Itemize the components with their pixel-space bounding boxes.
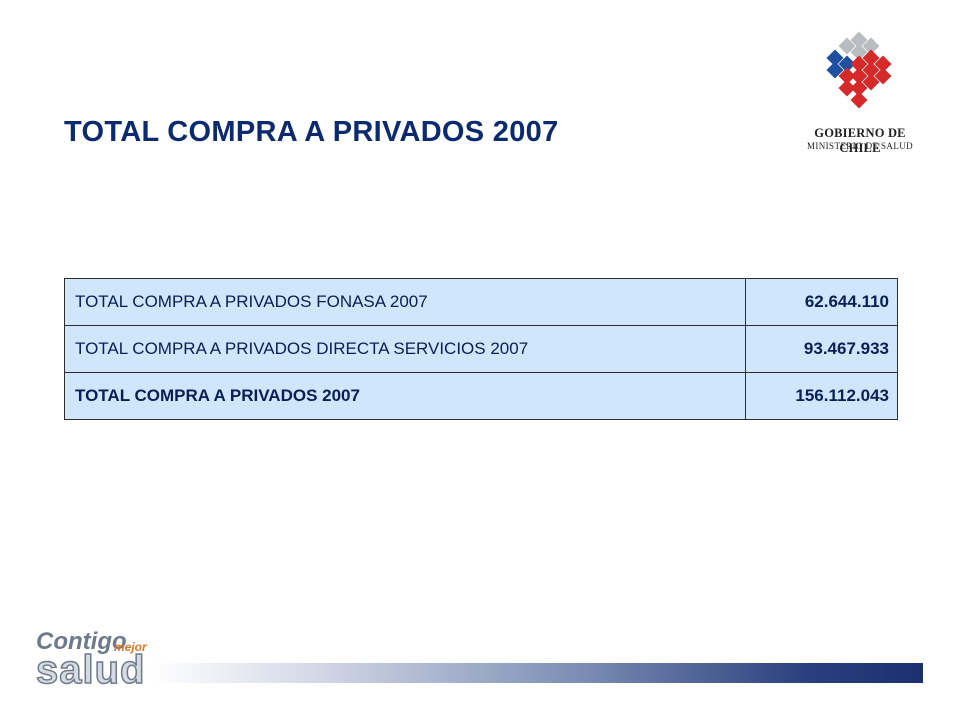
logo-name: GOBIERNO DE CHILE	[814, 126, 906, 155]
row-label: TOTAL COMPRA A PRIVADOS DIRECTA SERVICIO…	[64, 325, 746, 373]
totals-table: TOTAL COMPRA A PRIVADOS FONASA 2007 62.6…	[64, 278, 898, 420]
footer-brand-contigo: Contigo	[36, 628, 127, 655]
footer-gradient-bar	[150, 663, 923, 683]
table-row: TOTAL COMPRA A PRIVADOS DIRECTA SERVICIO…	[64, 325, 898, 373]
row-value: 93.467.933	[745, 325, 898, 373]
total-value: 156.112.043	[745, 372, 898, 420]
total-label: TOTAL COMPRA A PRIVADOS 2007	[64, 372, 746, 420]
slide-title: TOTAL COMPRA A PRIVADOS 2007	[64, 116, 559, 148]
tiled-diamond-emblem-icon	[826, 31, 892, 109]
footer-brand-salud: salud	[35, 647, 146, 693]
table-row: TOTAL COMPRA A PRIVADOS FONASA 2007 62.6…	[64, 278, 898, 326]
logo-subtitle: MINISTERIO DE SALUD	[806, 141, 914, 151]
row-value: 62.644.110	[745, 278, 898, 326]
gobierno-de-chile-logo: GOBIERNO DE CHILE MINISTERIO DE SALUD	[795, 30, 930, 155]
table-total-row: TOTAL COMPRA A PRIVADOS 2007 156.112.043	[64, 372, 898, 420]
row-label: TOTAL COMPRA A PRIVADOS FONASA 2007	[64, 278, 746, 326]
contigo-mejor-salud-logo: Contigo mejor salud	[34, 628, 154, 693]
footer-brand-mejor: mejor	[114, 640, 147, 654]
